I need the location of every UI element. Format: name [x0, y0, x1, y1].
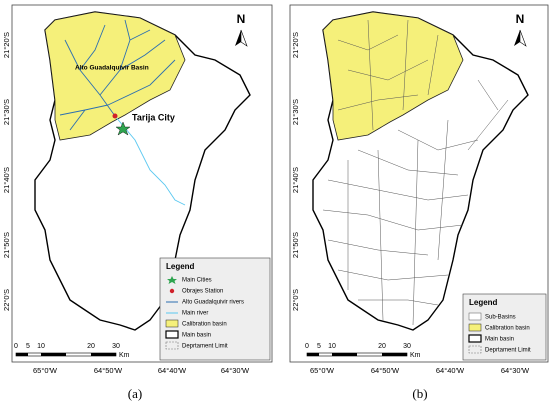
lat-label: 22°0'S	[291, 289, 300, 311]
scale-tick: 0	[305, 343, 309, 350]
city-marker	[115, 121, 131, 136]
lon-label: 64°40'W	[158, 366, 187, 375]
basin-label: Alto Guadalquivir Basin	[75, 65, 149, 72]
scale-bar: 0 5 10 20 30 Km	[305, 343, 421, 359]
scale-tick: 5	[26, 343, 30, 350]
scale-unit: Km	[410, 352, 421, 359]
scale-tick: 0	[14, 343, 18, 350]
lon-label: 64°30'W	[501, 366, 530, 375]
legend: Legend Main Cities Obrajes Station Alto …	[159, 257, 271, 361]
panel-a: Alto Guadalquivir Basin Tarija City N 21…	[2, 4, 273, 401]
legend-label: Alto Guadalquivir rivers	[182, 300, 244, 306]
lon-label: 64°40'W	[436, 366, 465, 375]
rivers	[59, 19, 186, 206]
legend-label: Deprtament Limit	[182, 344, 228, 350]
legend-title: Legend	[469, 298, 498, 307]
legend-label: Main Cities	[182, 278, 212, 284]
map-frame	[289, 4, 549, 363]
scale-tick: 20	[378, 343, 386, 350]
legend-label: Main river	[182, 311, 208, 317]
lat-label: 22°0'S	[2, 289, 11, 311]
lon-label: 64°50'W	[94, 366, 123, 375]
legend-label: Obrajes Station	[182, 289, 223, 295]
scale-bar: 0 5 10 20 30 Km	[14, 343, 130, 359]
legend-label: Deprtament Limit	[485, 348, 531, 354]
scale-tick: 5	[317, 343, 321, 350]
north-arrow	[513, 29, 527, 47]
scale-tick: 30	[403, 343, 411, 350]
legend-label: Main basin	[485, 337, 514, 343]
lon-label: 64°50'W	[371, 366, 400, 375]
scale-tick: 20	[87, 343, 95, 350]
north-label: N	[237, 12, 246, 26]
lat-label: 21°30'S	[291, 99, 300, 125]
legend-label: Calibration basin	[485, 326, 530, 332]
legend-label: Main basin	[182, 333, 211, 339]
city-label: Tarija City	[132, 112, 175, 122]
lat-label: 21°20'S	[291, 32, 300, 58]
panel-b: N 21°20'S 21°30'S 21°40'S 21°50'S 22°0'S…	[289, 4, 549, 401]
lat-label: 21°30'S	[2, 99, 11, 125]
lat-label: 21°40'S	[2, 167, 11, 193]
map-frame	[11, 4, 273, 363]
lon-label: 65°0'W	[33, 366, 58, 375]
legend-label: Sub-Basins	[485, 315, 516, 321]
legend-label: Calibration basin	[182, 322, 227, 328]
scale-tick: 10	[328, 343, 336, 350]
lat-label: 21°50'S	[2, 232, 11, 258]
scale-tick: 10	[37, 343, 45, 350]
legend: Legend Sub-Basins Calibration basin Main…	[462, 293, 547, 361]
scale-tick: 30	[112, 343, 120, 350]
caption: (a)	[128, 386, 142, 401]
lat-label: 21°50'S	[291, 232, 300, 258]
north-arrow	[234, 29, 248, 47]
station-marker	[112, 113, 118, 119]
north-label: N	[516, 12, 525, 26]
caption: (b)	[412, 386, 427, 401]
main-river	[114, 115, 186, 206]
lon-label: 64°30'W	[221, 366, 250, 375]
lat-label: 21°40'S	[291, 167, 300, 193]
lat-label: 21°20'S	[2, 32, 11, 58]
legend-title: Legend	[166, 262, 195, 271]
lon-label: 65°0'W	[310, 366, 335, 375]
scale-unit: Km	[119, 352, 130, 359]
